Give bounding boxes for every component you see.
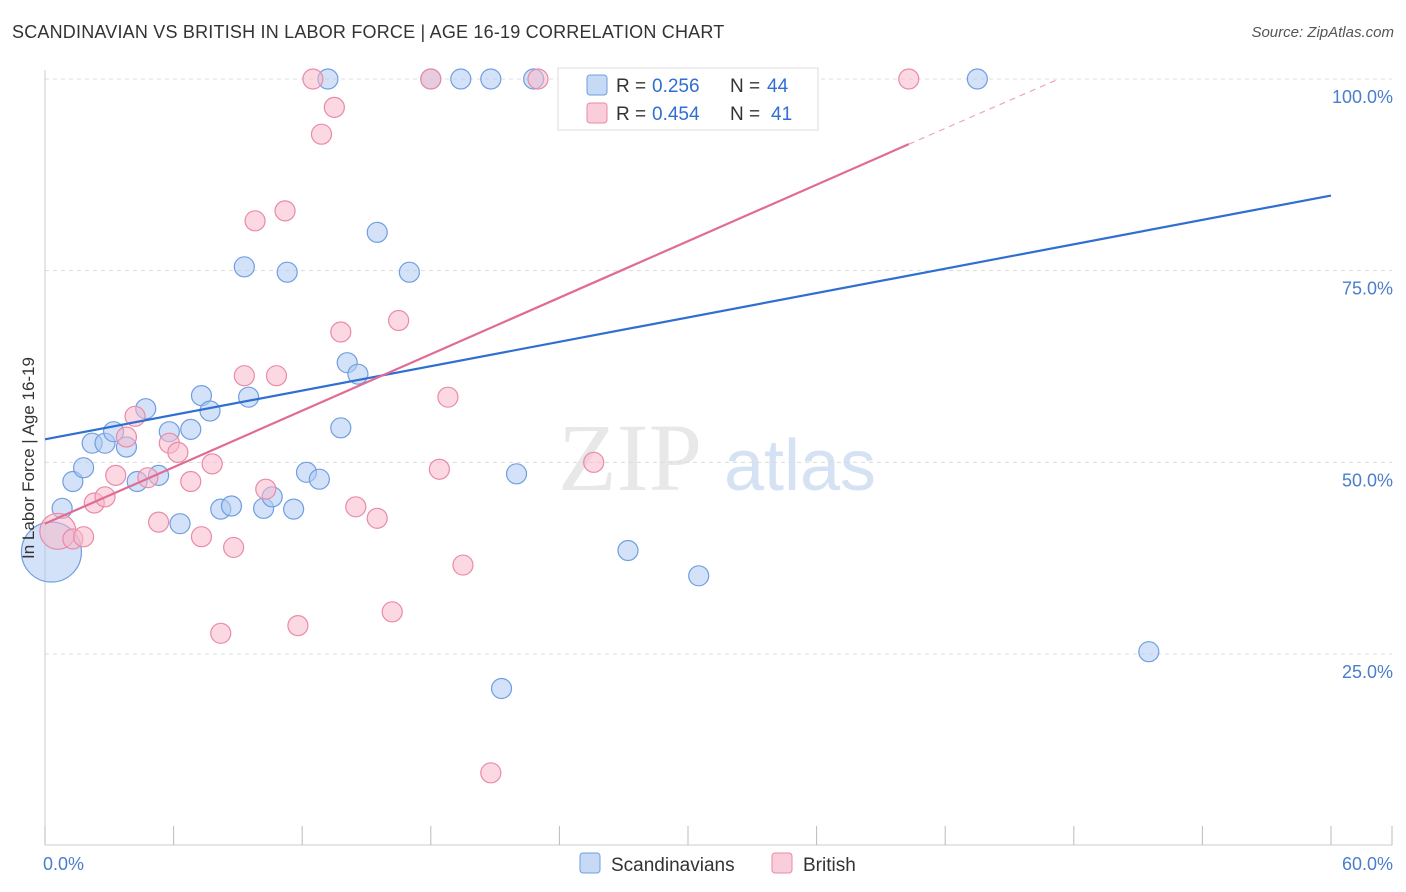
british-point-37 [583, 451, 605, 473]
scandinavian-point-18 [233, 256, 255, 278]
legend-swatch-scandinavians [586, 74, 608, 96]
british-point-9 [147, 511, 170, 533]
british-point-21 [274, 200, 296, 222]
y-tick-label-25: 25.0% [1342, 662, 1393, 682]
x-tick-label-max: 60.0% [1342, 854, 1393, 874]
legend-swatch-british [586, 102, 608, 124]
british-point-35 [480, 762, 502, 784]
british-point-18 [244, 210, 266, 232]
series-legend-label-british: British [803, 855, 856, 876]
british-point-23 [302, 68, 324, 90]
british-point-5 [105, 464, 127, 486]
british-point-12 [180, 470, 202, 493]
british-point-22 [287, 615, 309, 637]
scandinavian-point-15 [199, 400, 221, 422]
series-legend-label-scandinavians: Scandinavians [611, 855, 735, 876]
british-point-33 [437, 386, 459, 408]
scandinavian-point-23 [283, 498, 305, 520]
british-trend-line [44, 143, 910, 525]
scandinavian-point-43 [1138, 641, 1160, 663]
british-point-15 [210, 622, 232, 644]
british-point-34 [452, 554, 474, 576]
british-point-24 [310, 123, 333, 145]
british-point-30 [388, 309, 410, 332]
legend-n-value-2: 41 [771, 104, 792, 125]
british-point-14 [201, 453, 223, 475]
legend-n-label-2: N = [730, 104, 760, 125]
y-axis-label: In Labor Force | Age 16-19 [19, 357, 38, 559]
british-point-19 [255, 478, 277, 500]
british-point-25 [323, 96, 345, 118]
british-point-6 [115, 426, 138, 448]
british-point-20 [265, 365, 288, 387]
scandinavian-point-41 [688, 565, 710, 587]
x-tick-label-min: 0.0% [43, 854, 84, 874]
legend-r-value-2: 0.454 [652, 104, 700, 125]
scandinavian-point-17 [220, 495, 243, 517]
scandinavian-point-3 [72, 457, 95, 479]
grid-lines: 25.0% 50.0% 75.0% 100.0% [45, 78, 1393, 682]
scandinavian-point-31 [398, 261, 420, 283]
scandinavian-point-25 [308, 468, 330, 490]
scandinavian-point-35 [490, 677, 513, 700]
legend-r-label-1: R = [616, 76, 646, 97]
scandinavian-point-12 [169, 513, 191, 535]
y-tick-label-75: 75.0% [1342, 279, 1393, 299]
british-point-13 [190, 526, 213, 548]
british-point-38 [898, 68, 920, 90]
british-point-2 [72, 526, 95, 548]
correlation-legend: R = 0.256 N = 44 R = 0.454 N = 41 [557, 67, 819, 131]
source-label: Source: ZipAtlas.com [1251, 24, 1394, 41]
british-point-31 [420, 68, 442, 90]
series-legend-swatch-scandinavians [579, 852, 601, 874]
legend-r-value-1: 0.256 [652, 76, 700, 97]
scandinavian-point-30 [366, 221, 388, 243]
series-legend-swatch-british [771, 852, 793, 874]
british-point-17 [233, 365, 255, 387]
scandinavian-point-40 [617, 539, 639, 562]
scandinavian-trend-line [44, 194, 1332, 441]
y-tick-label-100: 100.0% [1332, 87, 1393, 107]
series-legend: Scandinavians British [579, 852, 856, 876]
british-point-29 [381, 601, 403, 623]
legend-r-label-2: R = [616, 104, 646, 125]
british-point-28 [366, 507, 388, 529]
scandinavian-point-13 [180, 418, 202, 440]
legend-n-label-1: N = [730, 76, 760, 97]
british-point-11 [167, 441, 189, 463]
legend-n-value-1: 44 [767, 76, 789, 97]
scandinavian-point-33 [450, 68, 472, 90]
trend-lines [44, 78, 1332, 525]
scandinavian-point-22 [276, 261, 298, 283]
british-point-16 [223, 536, 245, 559]
scandinavian-point-34 [480, 68, 502, 90]
scandinavian-point-19 [238, 386, 260, 408]
chart-title: SCANDINAVIAN VS BRITISH IN LABOR FORCE |… [12, 22, 725, 42]
axes: 0.0% 60.0% [43, 70, 1393, 874]
scandinavian-point-42 [966, 68, 988, 90]
watermark-zip: ZIP [558, 404, 702, 511]
british-point-36 [527, 68, 549, 90]
y-tick-label-50: 50.0% [1342, 470, 1393, 490]
british-point-27 [345, 496, 367, 518]
british-point-32 [428, 458, 450, 480]
british-point-26 [330, 321, 352, 343]
scandinavian-point-36 [505, 463, 528, 485]
watermark-atlas: atlas [724, 426, 876, 506]
british-trend-extension [908, 78, 1060, 145]
scandinavian-point-27 [330, 417, 352, 439]
